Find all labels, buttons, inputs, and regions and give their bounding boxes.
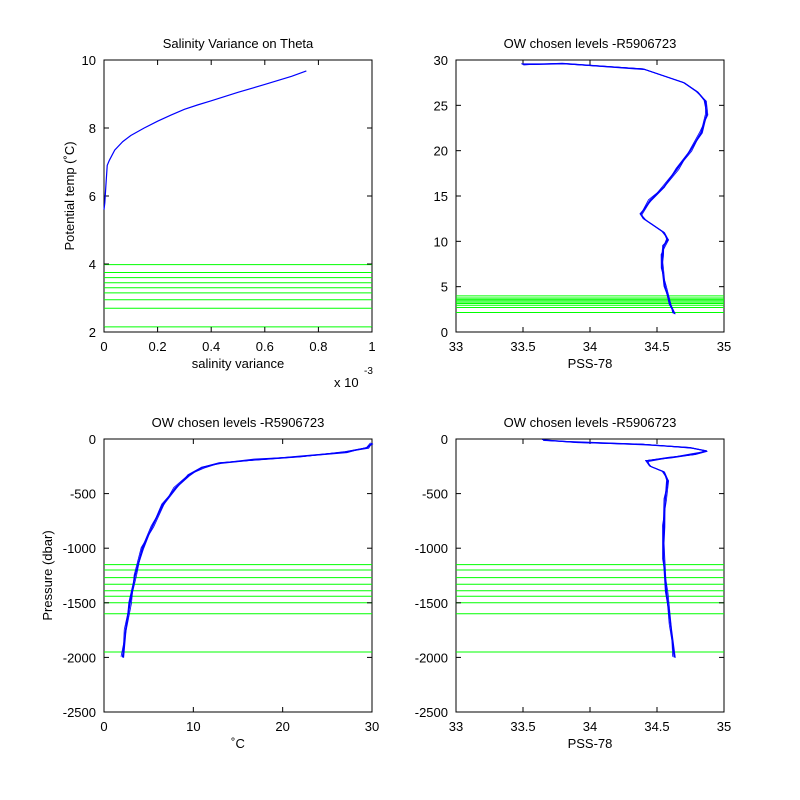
chart-title: OW chosen levels -R5906723 <box>504 36 677 51</box>
x-tick-label: 0.6 <box>256 339 274 354</box>
chart-panel-4: 33 33.5 34 34.5 35 -2500 -2000 -1500 -1000 -500 0 O… <box>415 415 731 751</box>
y-tick-label: 10 <box>82 53 96 68</box>
y-tick-label: 15 <box>434 189 448 204</box>
x-tick-label: 34.5 <box>644 339 669 354</box>
x-tick-label: 30 <box>365 719 379 734</box>
x-axis-label: ˚C <box>231 736 245 751</box>
plot-area <box>103 59 373 333</box>
plot-area <box>455 59 725 333</box>
chart-title: Salinity Variance on Theta <box>163 36 314 51</box>
y-tick-label: 20 <box>434 144 448 159</box>
plot-area <box>455 438 725 713</box>
y-tick-label: 5 <box>441 280 448 295</box>
chart-panel-2: 33 33.5 34 34.5 35 0 5 10 15 20 25 30 OW chosen leve… <box>434 36 732 371</box>
y-tick-label: -500 <box>70 487 96 502</box>
y-tick-label: -2000 <box>415 650 448 665</box>
x-tick-label: 0.8 <box>309 339 327 354</box>
x-tick-label: 10 <box>186 719 200 734</box>
x-tick-label: 35 <box>717 719 731 734</box>
plot-area <box>103 438 373 713</box>
x-tick-label: 33 <box>449 339 463 354</box>
x-tick-label: 0 <box>100 339 107 354</box>
y-axis-label: Potential temp (˚C) <box>62 141 77 250</box>
x-tick-label: 20 <box>275 719 289 734</box>
x-tick-label: 34 <box>583 339 597 354</box>
y-tick-label: -1000 <box>415 541 448 556</box>
y-tick-label: -500 <box>422 487 448 502</box>
y-tick-label: 30 <box>434 53 448 68</box>
y-tick-label: 0 <box>441 325 448 340</box>
x-tick-label: 0.2 <box>149 339 167 354</box>
y-tick-label: -1500 <box>63 596 96 611</box>
chart-panel-1: 0 0.2 0.4 0.6 0.8 1 2 4 6 8 10 Salinity Variance on… <box>62 36 376 390</box>
y-tick-label: -2500 <box>415 705 448 720</box>
x-tick-label: 33 <box>449 719 463 734</box>
x-multiplier-label: x 10 <box>334 375 359 390</box>
series-line <box>544 440 708 657</box>
x-axis-label: salinity variance <box>192 356 285 371</box>
x-axis-label: PSS-78 <box>568 356 613 371</box>
y-tick-label: 25 <box>434 98 448 113</box>
y-tick-label: -1500 <box>415 596 448 611</box>
y-tick-label: 10 <box>434 234 448 249</box>
x-tick-label: 34.5 <box>644 719 669 734</box>
y-tick-label: 4 <box>89 257 96 272</box>
x-exponent-label: -3 <box>364 366 373 377</box>
y-tick-label: 0 <box>441 432 448 447</box>
series-line <box>120 442 371 657</box>
x-tick-label: 33.5 <box>510 719 535 734</box>
x-tick-label: 0 <box>100 719 107 734</box>
y-tick-label: 8 <box>89 121 96 136</box>
series-line <box>523 62 708 315</box>
chart-title: OW chosen levels -R5906723 <box>152 415 325 430</box>
y-tick-label: -2500 <box>63 705 96 720</box>
series-line <box>123 443 374 658</box>
y-tick-label: -2000 <box>63 650 96 665</box>
y-tick-label: -1000 <box>63 541 96 556</box>
x-axis-label: PSS-78 <box>568 736 613 751</box>
series-line <box>103 70 307 210</box>
x-tick-label: 1 <box>368 339 375 354</box>
x-tick-label: 35 <box>717 339 731 354</box>
x-tick-label: 34 <box>583 719 597 734</box>
y-tick-label: 2 <box>89 325 96 340</box>
x-tick-label: 33.5 <box>510 339 535 354</box>
chart-title: OW chosen levels -R5906723 <box>504 415 677 430</box>
y-axis-label: Pressure (dbar) <box>40 530 55 620</box>
series-line <box>521 63 709 314</box>
y-tick-label: 6 <box>89 189 96 204</box>
y-tick-label: 0 <box>89 432 96 447</box>
x-tick-label: 0.4 <box>202 339 220 354</box>
chart-panel-3: 0 10 20 30 -2500 -2000 -1500 -1000 -500 0 OW chose… <box>40 415 379 751</box>
